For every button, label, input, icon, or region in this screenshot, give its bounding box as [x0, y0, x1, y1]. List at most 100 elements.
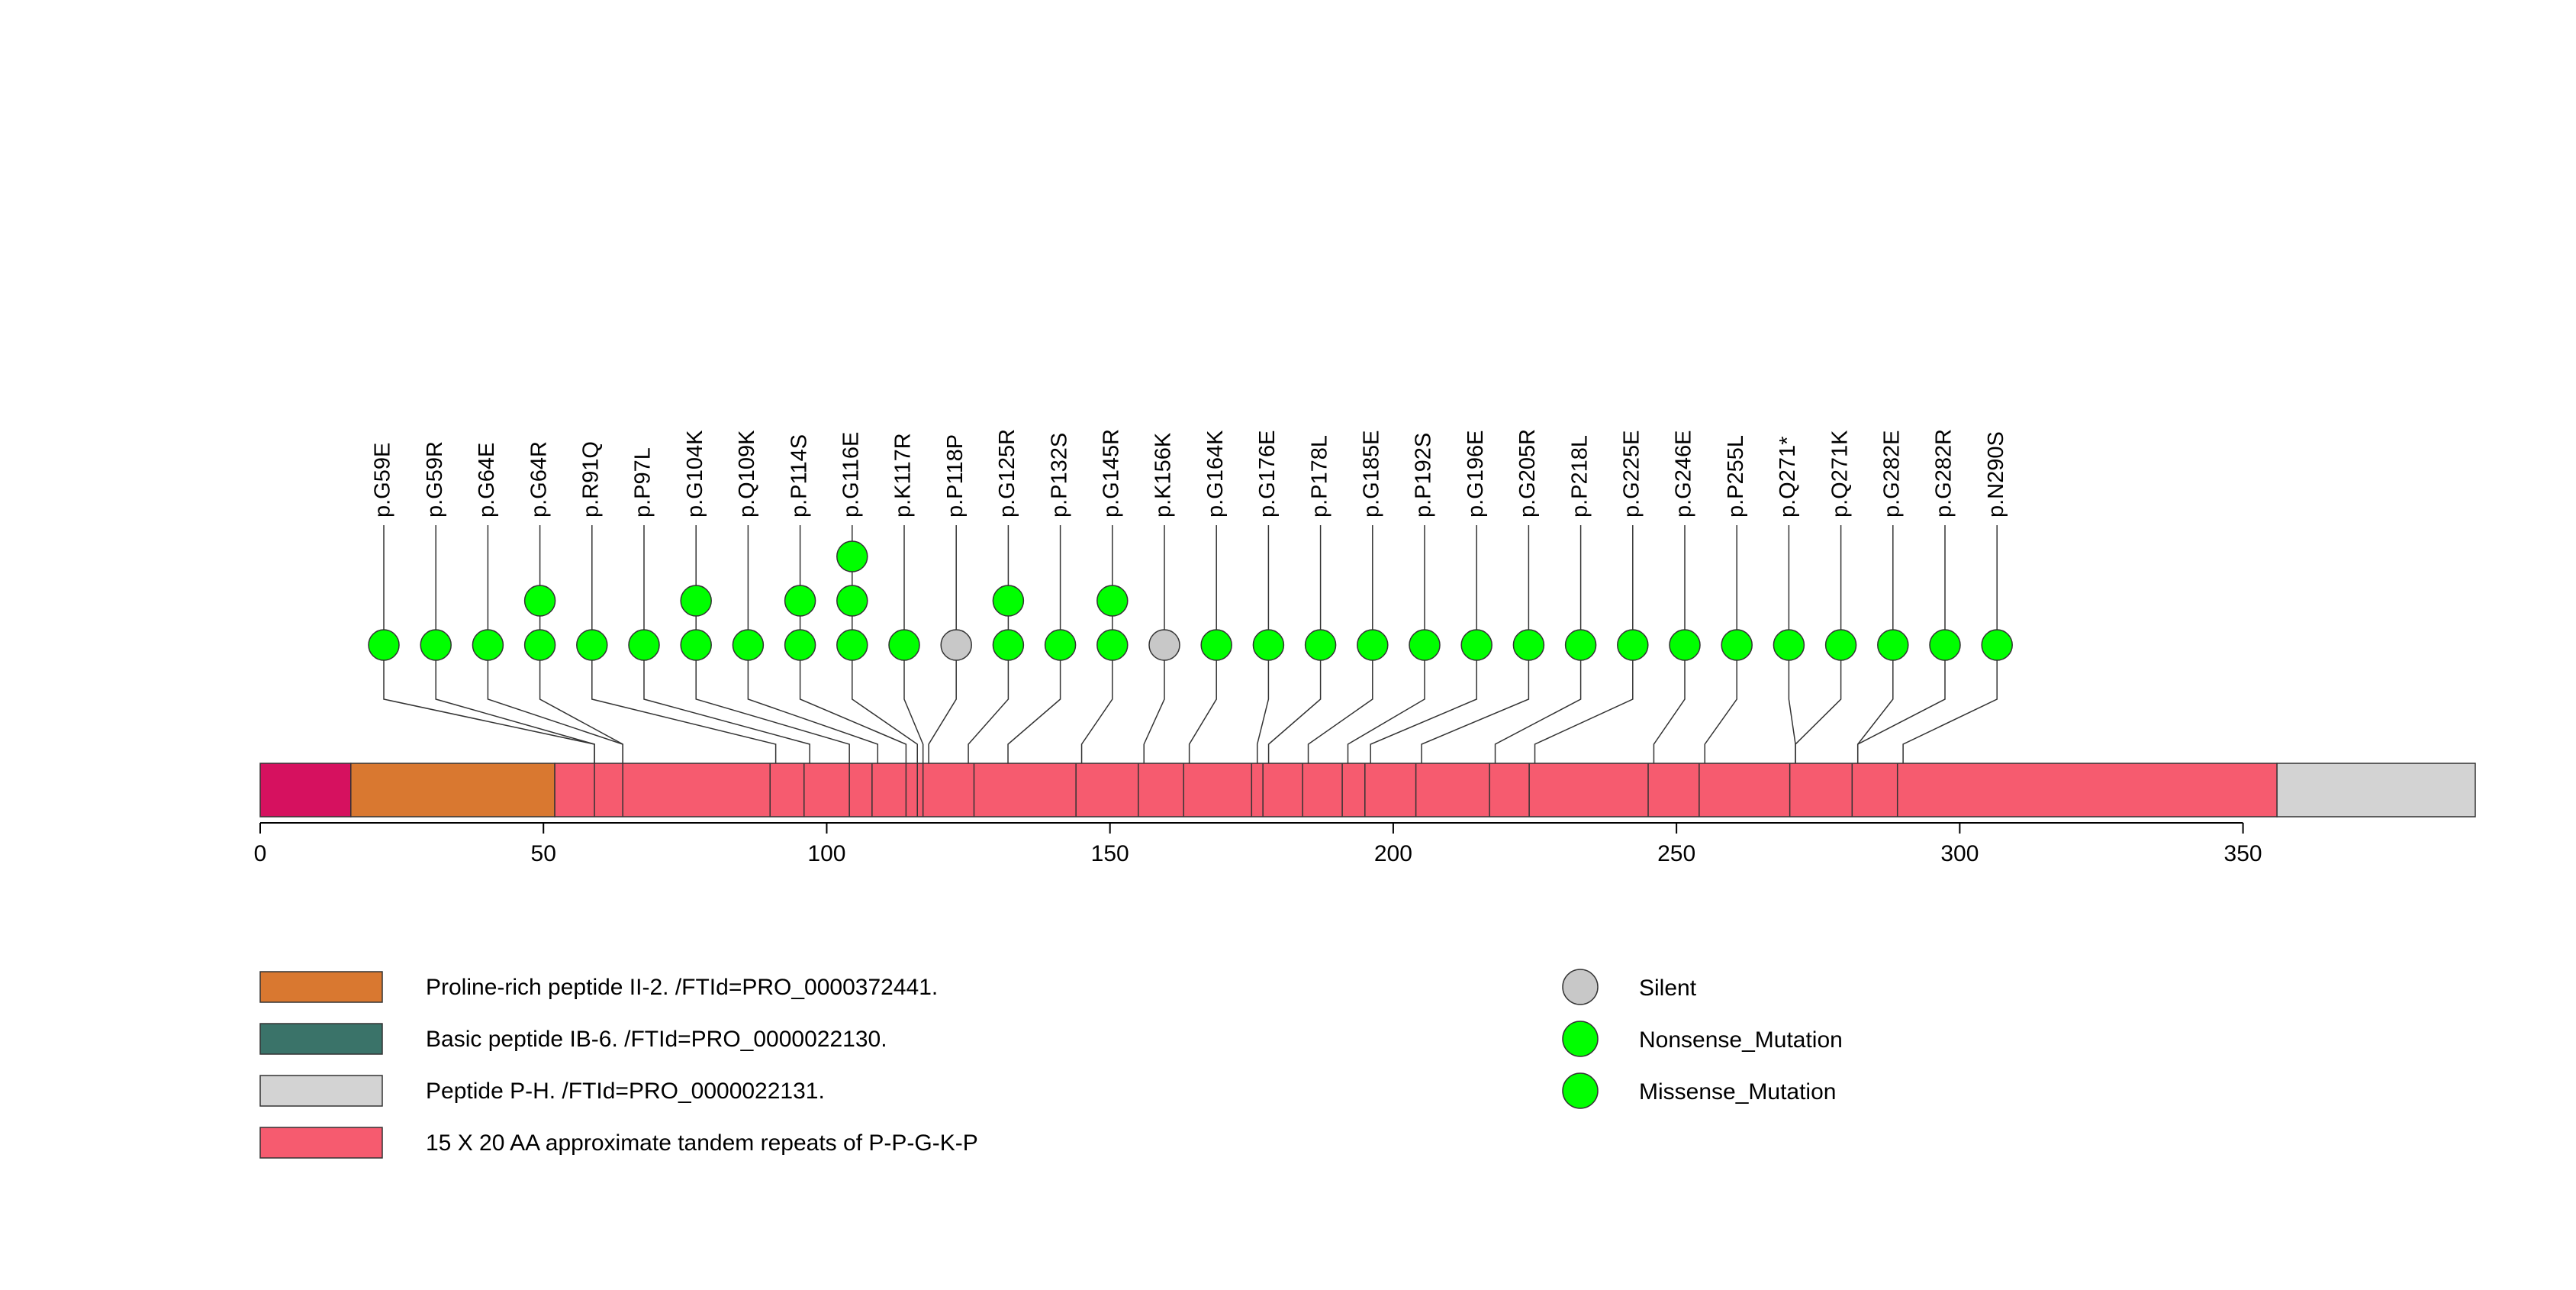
mutation-label-30: p.G282R — [1932, 429, 1956, 518]
mutation-label-31: p.N290S — [1984, 431, 2008, 518]
mutation-dot-9-1 — [836, 585, 868, 617]
axis-tick-label-5: 250 — [1657, 841, 1695, 866]
connector-lines — [383, 695, 1998, 763]
connector-31 — [1902, 695, 1998, 763]
mutation-dot-14-0 — [1096, 629, 1129, 661]
mutation-label-22: p.G205R — [1515, 429, 1540, 518]
domain-legend-label-0: Proline-rich peptide II-2. /FTId=PRO_000… — [426, 975, 938, 1000]
connector-9 — [852, 695, 918, 763]
mutation-label-3: p.G64R — [526, 441, 551, 518]
mutation-dot-14-1 — [1096, 585, 1129, 617]
protein-track — [259, 763, 2476, 818]
mutation-dot-31-0 — [1981, 629, 2013, 661]
connector-2 — [487, 695, 623, 763]
mutation-label-5: p.P97L — [631, 447, 655, 518]
connector-6 — [695, 695, 850, 763]
connector-22 — [1421, 695, 1530, 763]
mutation-dot-24-0 — [1617, 629, 1649, 661]
position-axis: 0 50 100 150 200 250 300 350 — [254, 822, 2262, 866]
connector-0 — [383, 695, 595, 763]
mutation-legend-dot-2 — [1562, 1072, 1599, 1109]
mutation-dot-22-0 — [1512, 629, 1545, 661]
connector-17 — [1256, 695, 1270, 763]
mutation-dot-9-0 — [836, 629, 868, 661]
mutation-dot-29-0 — [1877, 629, 1909, 661]
mutation-dot-21-0 — [1460, 629, 1492, 661]
domain-segment-1 — [350, 763, 555, 818]
domain-legend: Proline-rich peptide II-2. /FTId=PRO_000… — [259, 971, 978, 1159]
axis-tick-label-3: 150 — [1091, 841, 1129, 866]
mutation-label-2: p.G64E — [475, 443, 499, 518]
mutation-dot-11-0 — [940, 629, 972, 661]
mutation-label-17: p.G176E — [1255, 431, 1280, 518]
mutation-label-16: p.G164K — [1203, 430, 1228, 518]
mutation-dot-3-1 — [523, 585, 556, 617]
mutation-dot-23-0 — [1564, 629, 1597, 661]
mutation-legend-dot-1 — [1562, 1021, 1599, 1057]
mutation-dot-27-0 — [1773, 629, 1805, 661]
connector-5 — [643, 695, 810, 763]
mutation-label-28: p.Q271K — [1827, 430, 1852, 518]
connector-16 — [1188, 695, 1217, 763]
mutation-dot-25-0 — [1669, 629, 1701, 661]
mutation-label-20: p.P192S — [1412, 433, 1436, 518]
mutation-label-21: p.G196E — [1463, 431, 1488, 518]
mutation-legend-label-2: Missense_Mutation — [1639, 1079, 1836, 1105]
mutation-dot-6-0 — [680, 629, 712, 661]
connector-23 — [1494, 695, 1582, 763]
domain-legend-swatch-3 — [259, 1127, 383, 1159]
mutation-label-29: p.G282E — [1879, 431, 1904, 518]
mutation-dot-4-0 — [576, 629, 608, 661]
connector-25 — [1653, 695, 1686, 763]
mutation-dot-26-0 — [1721, 629, 1753, 661]
mutation-dot-28-0 — [1824, 629, 1857, 661]
mutation-label-7: p.Q109K — [735, 430, 759, 518]
mutation-label-25: p.G246E — [1672, 431, 1696, 518]
mutation-dot-19-0 — [1357, 629, 1389, 661]
connector-30 — [1856, 695, 1946, 763]
mutation-dot-20-0 — [1409, 629, 1441, 661]
connector-1 — [435, 695, 595, 763]
mutation-dot-10-0 — [888, 629, 920, 661]
mutation-dot-17-0 — [1252, 629, 1285, 661]
mutation-dot-13-0 — [1044, 629, 1077, 661]
mutation-dot-3-0 — [523, 629, 556, 661]
domain-legend-swatch-1 — [259, 1023, 383, 1055]
connector-26 — [1704, 695, 1737, 763]
mutation-dot-12-1 — [992, 585, 1025, 617]
mutation-label-23: p.P218L — [1567, 435, 1592, 518]
connector-28 — [1795, 695, 1842, 763]
mutation-legend-label-1: Nonsense_Mutation — [1639, 1027, 1843, 1053]
mutation-label-1: p.G59R — [423, 441, 447, 518]
mutation-dot-12-0 — [992, 629, 1025, 661]
mutation-dot-7-0 — [732, 629, 765, 661]
connector-13 — [1007, 695, 1061, 763]
domain-legend-label-1: Basic peptide IB-6. /FTId=PRO_0000022130… — [426, 1027, 887, 1052]
connector-27 — [1788, 695, 1796, 763]
mutation-dot-8-1 — [784, 585, 816, 617]
axis-tick-label-4: 200 — [1374, 841, 1412, 866]
mutation-label-27: p.Q271* — [1776, 437, 1800, 518]
axis-tick-label-1: 50 — [531, 841, 556, 866]
mutation-label-18: p.P178L — [1307, 435, 1331, 518]
mutation-dot-8-0 — [784, 629, 816, 661]
mutation-dot-2-0 — [472, 629, 504, 661]
mutation-label-10: p.K117R — [891, 433, 916, 518]
connector-19 — [1307, 695, 1373, 763]
mutation-dot-5-0 — [628, 629, 660, 661]
connector-24 — [1534, 695, 1634, 763]
connector-10 — [903, 695, 924, 763]
mutation-label-4: p.R91Q — [578, 441, 603, 518]
connector-18 — [1267, 695, 1322, 763]
mutation-label-13: p.P132S — [1047, 433, 1071, 518]
mutation-label-19: p.G185E — [1359, 431, 1383, 518]
mutation-dot-18-0 — [1304, 629, 1337, 661]
axis-tick-label-0: 0 — [254, 841, 267, 866]
mutation-label-26: p.P255L — [1724, 435, 1748, 518]
connector-15 — [1143, 695, 1165, 763]
mutation-dot-15-0 — [1148, 629, 1180, 661]
domain-segment-0 — [259, 763, 352, 818]
mutation-label-8: p.P114S — [787, 434, 811, 518]
mutation-type-legend: Silent Nonsense_Mutation Missense_Mutation — [1562, 969, 1843, 1109]
